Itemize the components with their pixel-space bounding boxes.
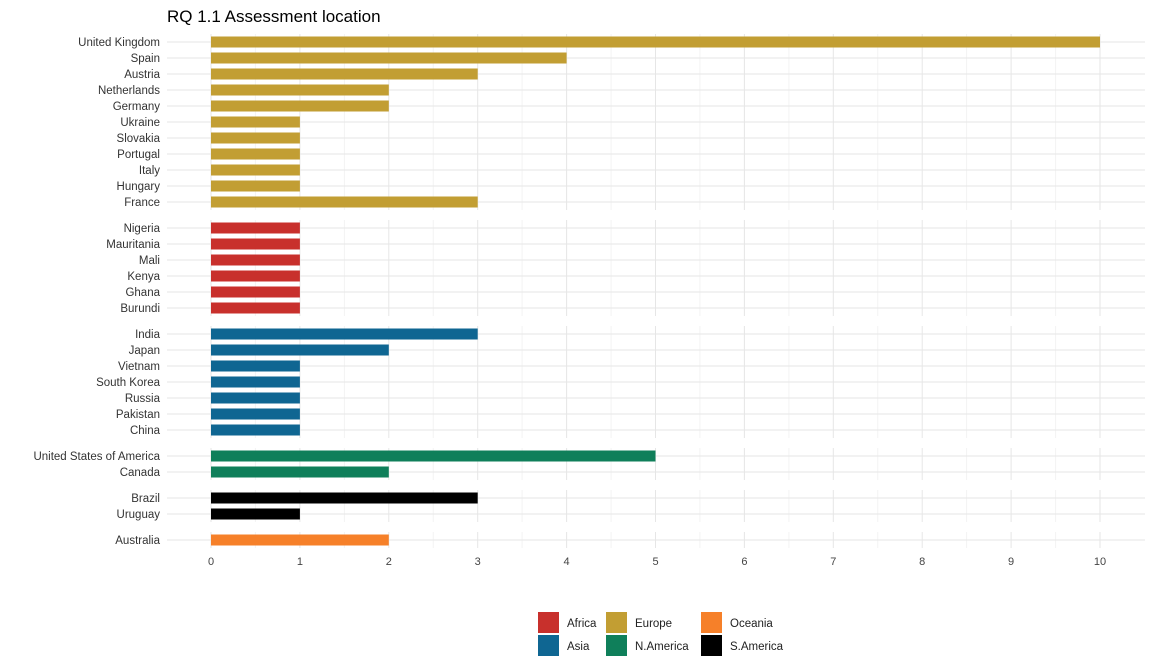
legend-swatch-europe bbox=[606, 612, 627, 633]
legend-label-africa: Africa bbox=[567, 618, 597, 630]
x-tick-label-0: 0 bbox=[208, 556, 214, 568]
grid-layer bbox=[167, 34, 1145, 548]
category-label-france: France bbox=[124, 197, 160, 209]
bar-united-states-of-america bbox=[211, 450, 656, 462]
bar-italy bbox=[211, 164, 300, 176]
x-tick-label-4: 4 bbox=[564, 556, 570, 568]
category-label-united-states-of-america: United States of America bbox=[33, 451, 160, 463]
x-tick-label-3: 3 bbox=[475, 556, 481, 568]
category-label-uruguay: Uruguay bbox=[117, 509, 161, 521]
bar-ghana bbox=[211, 286, 300, 298]
bar-china bbox=[211, 424, 300, 436]
category-label-australia: Australia bbox=[115, 535, 160, 547]
bar-burundi bbox=[211, 302, 300, 314]
bar-spain bbox=[211, 52, 567, 64]
bar-japan bbox=[211, 344, 389, 356]
category-label-south-korea: South Korea bbox=[96, 377, 161, 389]
bar-mauritania bbox=[211, 238, 300, 250]
bar-ukraine bbox=[211, 116, 300, 128]
category-label-burundi: Burundi bbox=[120, 303, 160, 315]
bar-canada bbox=[211, 466, 389, 478]
bar-mali bbox=[211, 254, 300, 266]
bar-layer bbox=[211, 36, 1100, 546]
category-label-united-kingdom: United Kingdom bbox=[78, 37, 160, 49]
category-label-portugal: Portugal bbox=[117, 149, 160, 161]
category-label-china: China bbox=[130, 425, 161, 437]
bar-nigeria bbox=[211, 222, 300, 234]
category-label-canada: Canada bbox=[120, 467, 161, 479]
legend-swatch-n-america bbox=[606, 635, 627, 656]
legend: Africa Asia Europe N.America Oceania S.Americ… bbox=[538, 612, 784, 656]
category-label-ukraine: Ukraine bbox=[120, 117, 160, 129]
bar-russia bbox=[211, 392, 300, 404]
category-label-mauritania: Mauritania bbox=[106, 239, 160, 251]
x-tick-label-6: 6 bbox=[741, 556, 747, 568]
bar-australia bbox=[211, 534, 389, 546]
bar-south-korea bbox=[211, 376, 300, 388]
legend-label-europe: Europe bbox=[635, 618, 672, 630]
category-label-netherlands: Netherlands bbox=[98, 85, 160, 97]
x-tick-label-8: 8 bbox=[919, 556, 925, 568]
bar-portugal bbox=[211, 148, 300, 160]
legend-swatch-asia bbox=[538, 635, 559, 656]
bar-france bbox=[211, 196, 478, 208]
category-label-mali: Mali bbox=[139, 255, 160, 267]
bar-kenya bbox=[211, 270, 300, 282]
bar-austria bbox=[211, 68, 478, 80]
category-label-austria: Austria bbox=[124, 69, 160, 81]
bar-vietnam bbox=[211, 360, 300, 372]
chart-title: RQ 1.1 Assessment location bbox=[167, 7, 381, 26]
bar-netherlands bbox=[211, 84, 389, 96]
legend-label-oceania: Oceania bbox=[730, 618, 773, 630]
legend-label-s-america: S.America bbox=[730, 641, 784, 653]
x-tick-label-10: 10 bbox=[1094, 556, 1106, 568]
bar-hungary bbox=[211, 180, 300, 192]
category-label-ghana: Ghana bbox=[125, 287, 160, 299]
x-tick-label-5: 5 bbox=[652, 556, 658, 568]
legend-swatch-africa bbox=[538, 612, 559, 633]
category-label-italy: Italy bbox=[139, 165, 160, 177]
category-label-japan: Japan bbox=[129, 345, 160, 357]
category-label-russia: Russia bbox=[125, 393, 161, 405]
category-labels: United Kingdom Spain Austria Netherlands Ger… bbox=[33, 37, 160, 547]
bar-united-kingdom bbox=[211, 36, 1100, 48]
category-label-slovakia: Slovakia bbox=[117, 133, 161, 145]
bar-pakistan bbox=[211, 408, 300, 420]
bar-uruguay bbox=[211, 508, 300, 520]
category-label-germany: Germany bbox=[113, 101, 161, 113]
category-label-spain: Spain bbox=[131, 53, 160, 65]
category-label-brazil: Brazil bbox=[131, 493, 160, 505]
category-label-pakistan: Pakistan bbox=[116, 409, 160, 421]
category-label-nigeria: Nigeria bbox=[124, 223, 161, 235]
x-tick-label-9: 9 bbox=[1008, 556, 1014, 568]
legend-label-n-america: N.America bbox=[635, 641, 689, 653]
x-tick-label-1: 1 bbox=[297, 556, 303, 568]
x-tick-label-2: 2 bbox=[386, 556, 392, 568]
bar-brazil bbox=[211, 492, 478, 504]
legend-label-asia: Asia bbox=[567, 641, 590, 653]
x-axis-ticks: 0 1 2 3 4 5 6 7 8 9 10 bbox=[208, 556, 1106, 568]
category-label-kenya: Kenya bbox=[127, 271, 160, 283]
x-tick-label-7: 7 bbox=[830, 556, 836, 568]
legend-swatch-s-america bbox=[701, 635, 722, 656]
bar-india bbox=[211, 328, 478, 340]
legend-swatch-oceania bbox=[701, 612, 722, 633]
category-label-vietnam: Vietnam bbox=[118, 361, 160, 373]
category-label-hungary: Hungary bbox=[117, 181, 161, 193]
bar-germany bbox=[211, 100, 389, 112]
bar-slovakia bbox=[211, 132, 300, 144]
category-label-india: India bbox=[135, 329, 161, 341]
